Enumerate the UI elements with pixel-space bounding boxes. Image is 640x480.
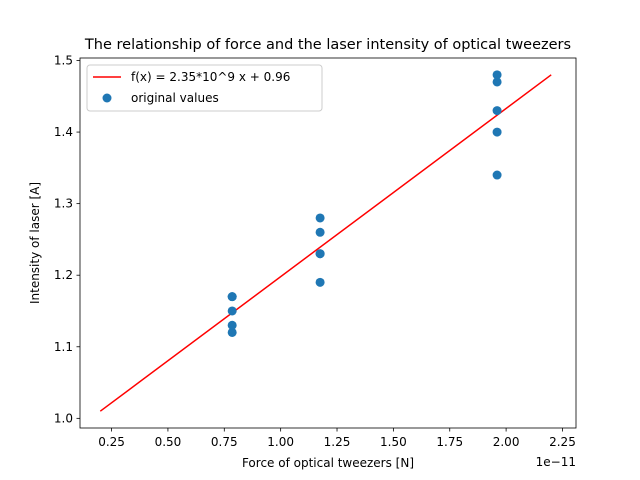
y-axis-label: Intensity of laser [A]: [28, 182, 42, 304]
data-point: [227, 306, 237, 316]
data-point: [492, 106, 502, 116]
plot-frame: [79, 57, 577, 429]
data-point: [227, 320, 237, 330]
data-point: [492, 70, 502, 80]
data-point: [315, 277, 325, 287]
legend-box: [86, 64, 323, 112]
y-axis: 1.0 1.1 1.2 1.3 1.4 1.5: [54, 54, 80, 425]
data-point: [227, 292, 237, 302]
y-tick-label: 1.4: [54, 125, 73, 139]
data-point: [315, 227, 325, 237]
y-tick-label: 1.1: [54, 340, 73, 354]
data-point: [315, 213, 325, 223]
x-tick-label: 1.75: [436, 435, 463, 449]
y-tick-label: 1.2: [54, 268, 73, 282]
legend-label-fit: f(x) = 2.35*10^9 x + 0.96: [131, 70, 290, 84]
fit-line: [99, 74, 552, 412]
data-point: [315, 249, 325, 259]
data-point: [492, 77, 502, 87]
x-tick-label: 0.75: [211, 435, 238, 449]
x-axis: 0.25 0.50 0.75 1.00 1.25 1.50 1.75 2.00 2.25: [98, 428, 576, 449]
y-tick-label: 1.5: [54, 54, 73, 68]
data-point: [227, 327, 237, 337]
x-axis-label: Force of optical tweezers [N]: [242, 456, 414, 470]
data-point: [492, 170, 502, 180]
x-tick-label: 2.25: [549, 435, 576, 449]
legend-label-points: original values: [131, 91, 219, 105]
legend-point-swatch: [102, 93, 112, 103]
x-tick-label: 2.00: [493, 435, 520, 449]
plot-area: [79, 57, 577, 429]
x-tick-label: 1.00: [267, 435, 294, 449]
x-tick-label: 0.25: [98, 435, 125, 449]
y-tick-label: 1.0: [54, 411, 73, 425]
x-tick-label: 0.50: [155, 435, 182, 449]
x-tick-label: 1.25: [324, 435, 351, 449]
x-tick-label: 1.50: [380, 435, 407, 449]
legend: f(x) = 2.35*10^9 x + 0.96 original value…: [86, 64, 323, 112]
data-point: [492, 127, 502, 137]
chart-title: The relationship of force and the laser …: [84, 37, 571, 53]
x-axis-offset-label: 1e−11: [536, 455, 576, 469]
y-tick-label: 1.3: [54, 197, 73, 211]
